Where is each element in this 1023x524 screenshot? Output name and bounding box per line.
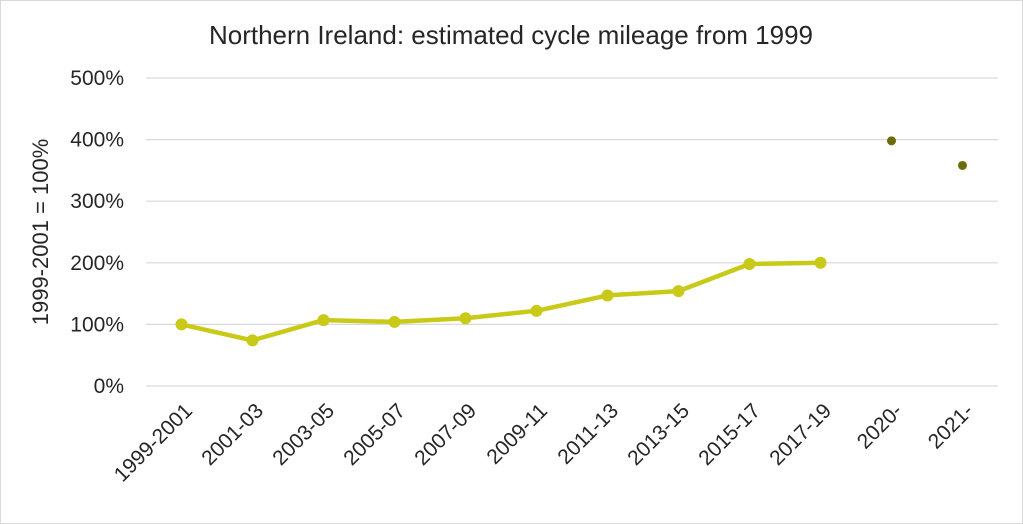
x-tick-2017-19: 2017-19: [765, 399, 836, 470]
y-tick-labels: 0% 100% 200% 300% 400% 500%: [70, 67, 124, 398]
x-tick-2007-09: 2007-09: [410, 399, 481, 470]
data-point-2005-07: [388, 315, 401, 328]
data-point-2007-09: [459, 312, 472, 325]
data-point-1999-2001: [175, 318, 188, 331]
x-tick-2001-03: 2001-03: [197, 399, 268, 470]
data-point-2013-15: [672, 285, 685, 298]
x-tick-2020-: 2020-: [853, 399, 907, 453]
series-layer: [175, 136, 967, 347]
y-tick-0%: 0%: [94, 375, 124, 398]
y-tick-100%: 100%: [70, 313, 124, 336]
y-tick-500%: 500%: [70, 67, 124, 90]
data-point-2017-19: [814, 256, 827, 269]
data-point-2020-: [887, 136, 896, 146]
data-point-2011-13: [601, 289, 614, 302]
series-line-0: [179, 260, 823, 343]
y-tick-400%: 400%: [70, 129, 124, 152]
y-tick-200%: 200%: [70, 252, 124, 275]
data-point-2009-11: [530, 304, 543, 317]
x-tick-1999-2001: 1999-2001: [110, 399, 197, 486]
data-point-2003-05: [317, 314, 330, 327]
x-tick-2009-11: 2009-11: [482, 399, 552, 469]
x-tick-2015-17: 2015-17: [694, 399, 765, 470]
x-tick-2011-13: 2011-13: [553, 399, 623, 469]
x-tick-2021-: 2021-: [924, 399, 978, 453]
data-point-2021-: [958, 160, 967, 170]
y-axis-label: 1999-2001 = 100%: [28, 139, 53, 326]
x-tick-2013-15: 2013-15: [623, 399, 694, 470]
gridlines: [146, 77, 998, 387]
x-tick-2003-05: 2003-05: [268, 399, 339, 470]
x-tick-2005-07: 2005-07: [339, 399, 410, 470]
x-tick-labels: 1999-2001 2001-03 2003-05 2005-07 2007-09 200…: [110, 399, 978, 486]
data-point-2015-17: [743, 258, 756, 271]
y-tick-300%: 300%: [70, 190, 124, 213]
data-point-2001-03: [246, 334, 259, 347]
chart-title: Northern Ireland: estimated cycle mileag…: [209, 20, 813, 50]
